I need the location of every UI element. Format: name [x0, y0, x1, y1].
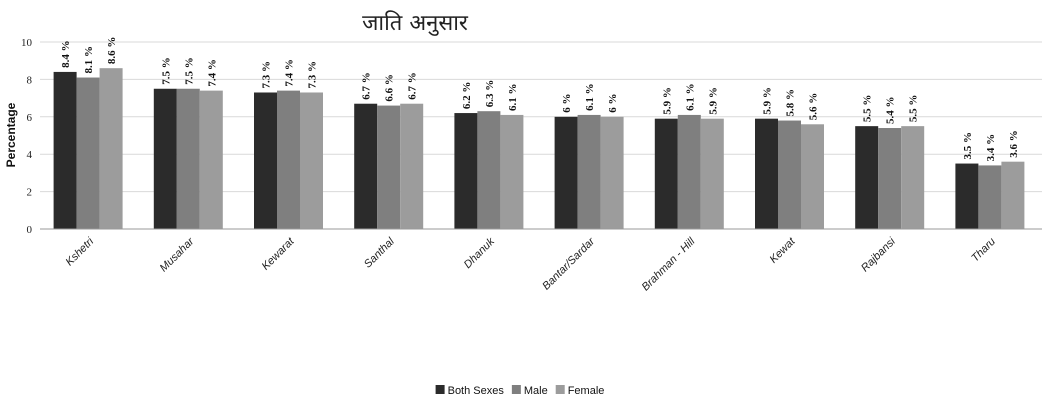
- bars: [53, 68, 1025, 230]
- legend-label: Both Sexes: [448, 385, 505, 397]
- bar: [855, 126, 879, 229]
- bar: [254, 92, 277, 230]
- bar: [76, 77, 100, 229]
- bar: [978, 165, 1002, 229]
- data-label: 5.5 %: [862, 95, 874, 123]
- bar: [554, 116, 578, 229]
- legend: Both Sexes Male Female: [435, 385, 605, 397]
- bar: [500, 114, 524, 229]
- x-tick-label: Santhal: [362, 235, 397, 270]
- y-axis-label: Percentage: [4, 102, 18, 167]
- legend-label: Female: [568, 385, 605, 397]
- bar: [53, 71, 77, 229]
- data-label: 8.6 %: [106, 37, 118, 65]
- data-label: 7.3 %: [261, 61, 273, 89]
- bar: [454, 113, 478, 229]
- data-label: 5.8 %: [785, 89, 797, 117]
- data-label: 6.7 %: [361, 72, 373, 100]
- y-tick-label: 0: [27, 224, 33, 236]
- data-label: 7.4 %: [284, 59, 296, 87]
- legend-label: Male: [524, 385, 548, 397]
- x-tick-label: Tharu: [969, 236, 998, 265]
- y-tick-label: 6: [27, 112, 33, 124]
- x-tick-label: Rajbansi: [859, 235, 898, 274]
- x-tick-label: Kshetri: [64, 235, 97, 268]
- data-label: 5.6 %: [808, 93, 820, 121]
- data-label: 7.5 %: [183, 57, 195, 85]
- bar: [199, 90, 223, 230]
- x-tick-label: Dhanuk: [462, 235, 498, 271]
- y-tick-label: 10: [21, 37, 33, 49]
- bar: [354, 103, 378, 229]
- data-label: 8.1 %: [83, 46, 95, 74]
- bar: [300, 92, 323, 230]
- legend-swatch: [555, 385, 565, 394]
- data-label: 6.2 %: [461, 82, 473, 110]
- data-label: 5.5 %: [908, 95, 920, 123]
- bar: [277, 90, 300, 230]
- bar: [1001, 161, 1025, 229]
- bar: [577, 114, 601, 229]
- data-label: 3.5 %: [962, 132, 974, 160]
- x-tick-label: Brahman - Hill: [640, 235, 698, 293]
- data-label: 6.3 %: [484, 80, 496, 108]
- bar: [878, 128, 902, 229]
- x-tick-label: Kewarat: [260, 235, 298, 273]
- y-axis-ticks: 0 2 4 6 8 10: [21, 37, 33, 236]
- data-label: 6 %: [561, 94, 573, 113]
- bar: [778, 120, 801, 229]
- data-label: 6.1 %: [507, 83, 519, 111]
- data-label: 6.6 %: [384, 74, 396, 102]
- data-label: 5.9 %: [707, 87, 719, 115]
- data-label: 6.7 %: [407, 72, 419, 100]
- bar: [955, 163, 979, 229]
- bar: [700, 118, 724, 229]
- data-label: 3.6 %: [1008, 130, 1020, 158]
- bar: [477, 111, 501, 229]
- bar: [755, 118, 778, 229]
- data-label: 6.1 %: [584, 83, 596, 111]
- x-tick-label: Musahar: [158, 235, 198, 275]
- x-tick-label: Kewat: [768, 235, 799, 266]
- bar: [377, 105, 401, 229]
- legend-item: Female: [555, 385, 605, 397]
- chart-title: जाति अनुसार: [362, 10, 469, 36]
- data-label: 8.4 %: [60, 40, 72, 68]
- data-labels: 8.4 % 8.1 % 8.6 % 7.5 % 7.5 % 7.4 % 7.3 % 7.4 %…: [60, 37, 1020, 162]
- bar: [176, 88, 200, 229]
- data-label: 7.3 %: [307, 61, 319, 89]
- bar: [400, 103, 424, 229]
- x-axis-ticks: Kshetri Musahar Kewarat Santhal Dhanuk Bantar…: [64, 235, 999, 294]
- data-label: 5.9 %: [661, 87, 673, 115]
- legend-swatch: [511, 385, 521, 394]
- x-tick-label: Bantar/Sardar: [540, 235, 598, 293]
- data-label: 7.5 %: [160, 57, 172, 85]
- bar: [99, 68, 123, 230]
- legend-item: Both Sexes: [435, 385, 505, 397]
- bar: [801, 124, 824, 229]
- data-label: 3.4 %: [985, 134, 997, 162]
- data-label: 5.9 %: [762, 87, 774, 115]
- legend-swatch: [435, 385, 445, 394]
- y-tick-label: 8: [27, 74, 33, 86]
- data-label: 7.4 %: [206, 59, 218, 87]
- bar: [654, 118, 678, 229]
- y-tick-label: 4: [27, 149, 33, 161]
- data-label: 6.1 %: [684, 83, 696, 111]
- bar: [153, 88, 177, 229]
- y-tick-label: 2: [27, 187, 33, 199]
- data-label: 6 %: [607, 94, 619, 113]
- bar: [677, 114, 701, 229]
- bar: [901, 126, 925, 229]
- bar: [600, 116, 624, 229]
- data-label: 5.4 %: [885, 97, 897, 125]
- legend-item: Male: [511, 385, 548, 397]
